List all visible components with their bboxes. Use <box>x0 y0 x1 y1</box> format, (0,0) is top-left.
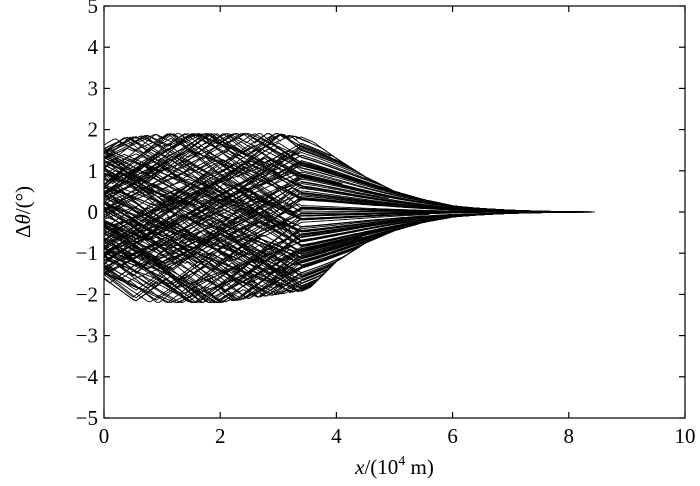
series-line <box>103 214 473 274</box>
series-line <box>103 133 436 203</box>
x-tick-label: 4 <box>331 424 342 448</box>
y-axis-label: Δθ/(°) <box>11 186 35 238</box>
series-line <box>103 157 424 204</box>
y-axis-label-rest: /(°) <box>11 186 35 214</box>
series-line <box>103 146 343 196</box>
series-line <box>103 133 381 185</box>
x-tick-label: 10 <box>675 424 696 448</box>
series-line <box>103 133 372 241</box>
ticks-layer: 0 2 4 6 8 10 −5 −4 −3 −2 −1 0 1 2 3 4 5 <box>76 0 696 448</box>
series-line <box>103 141 331 184</box>
series-line <box>103 201 366 299</box>
series-line <box>103 227 392 304</box>
series-line <box>103 150 433 224</box>
x-tick-label: 6 <box>447 424 458 448</box>
y-tick-label: 1 <box>88 159 99 183</box>
series-line <box>103 133 331 210</box>
x-axis-label: x/(104 m) <box>354 454 434 479</box>
series-layer <box>103 133 595 304</box>
y-axis-label-delta: Δ <box>11 225 35 239</box>
series-line <box>103 171 462 255</box>
series-line <box>103 133 311 153</box>
series-line <box>103 150 418 218</box>
series-line <box>103 142 529 254</box>
y-tick-label: −3 <box>76 324 98 348</box>
series-line <box>103 145 302 223</box>
y-tick-label: −5 <box>76 406 98 430</box>
series-line <box>103 133 389 208</box>
series-line <box>103 199 415 292</box>
y-tick-label: −1 <box>76 241 98 265</box>
y-tick-label: 5 <box>88 0 99 18</box>
series-line <box>103 220 433 304</box>
x-tick-label: 2 <box>215 424 226 448</box>
series-line <box>103 199 381 303</box>
series-line <box>103 133 543 215</box>
series-line <box>103 183 450 230</box>
x-axis-label-unit: m) <box>405 455 434 479</box>
series-line <box>103 133 334 178</box>
series-line <box>103 136 389 216</box>
x-axis-label-exp: 4 <box>398 454 405 469</box>
y-tick-label: −2 <box>76 282 98 306</box>
series-line <box>103 134 331 213</box>
series-line <box>103 229 398 303</box>
x-tick-label: 0 <box>99 424 110 448</box>
series-line <box>103 175 337 244</box>
series-line <box>103 221 351 253</box>
y-tick-label: 2 <box>88 118 99 142</box>
series-line <box>103 160 415 205</box>
y-tick-label: 3 <box>88 76 99 100</box>
x-axis-label-var: x <box>354 455 365 479</box>
x-tick-label: 8 <box>564 424 575 448</box>
y-tick-label: 0 <box>88 200 99 224</box>
series-line <box>103 213 500 304</box>
x-axis-label-rest: /(10 <box>364 455 398 479</box>
series-line <box>103 188 465 255</box>
series-line <box>103 154 323 235</box>
series-line <box>103 160 285 248</box>
series-line <box>103 214 479 304</box>
y-tick-label: −4 <box>76 365 99 389</box>
y-axis-label-var: θ <box>11 214 35 224</box>
series-line <box>103 236 291 278</box>
y-tick-label: 4 <box>88 35 99 59</box>
series-line <box>103 159 494 250</box>
series-line <box>103 133 465 215</box>
